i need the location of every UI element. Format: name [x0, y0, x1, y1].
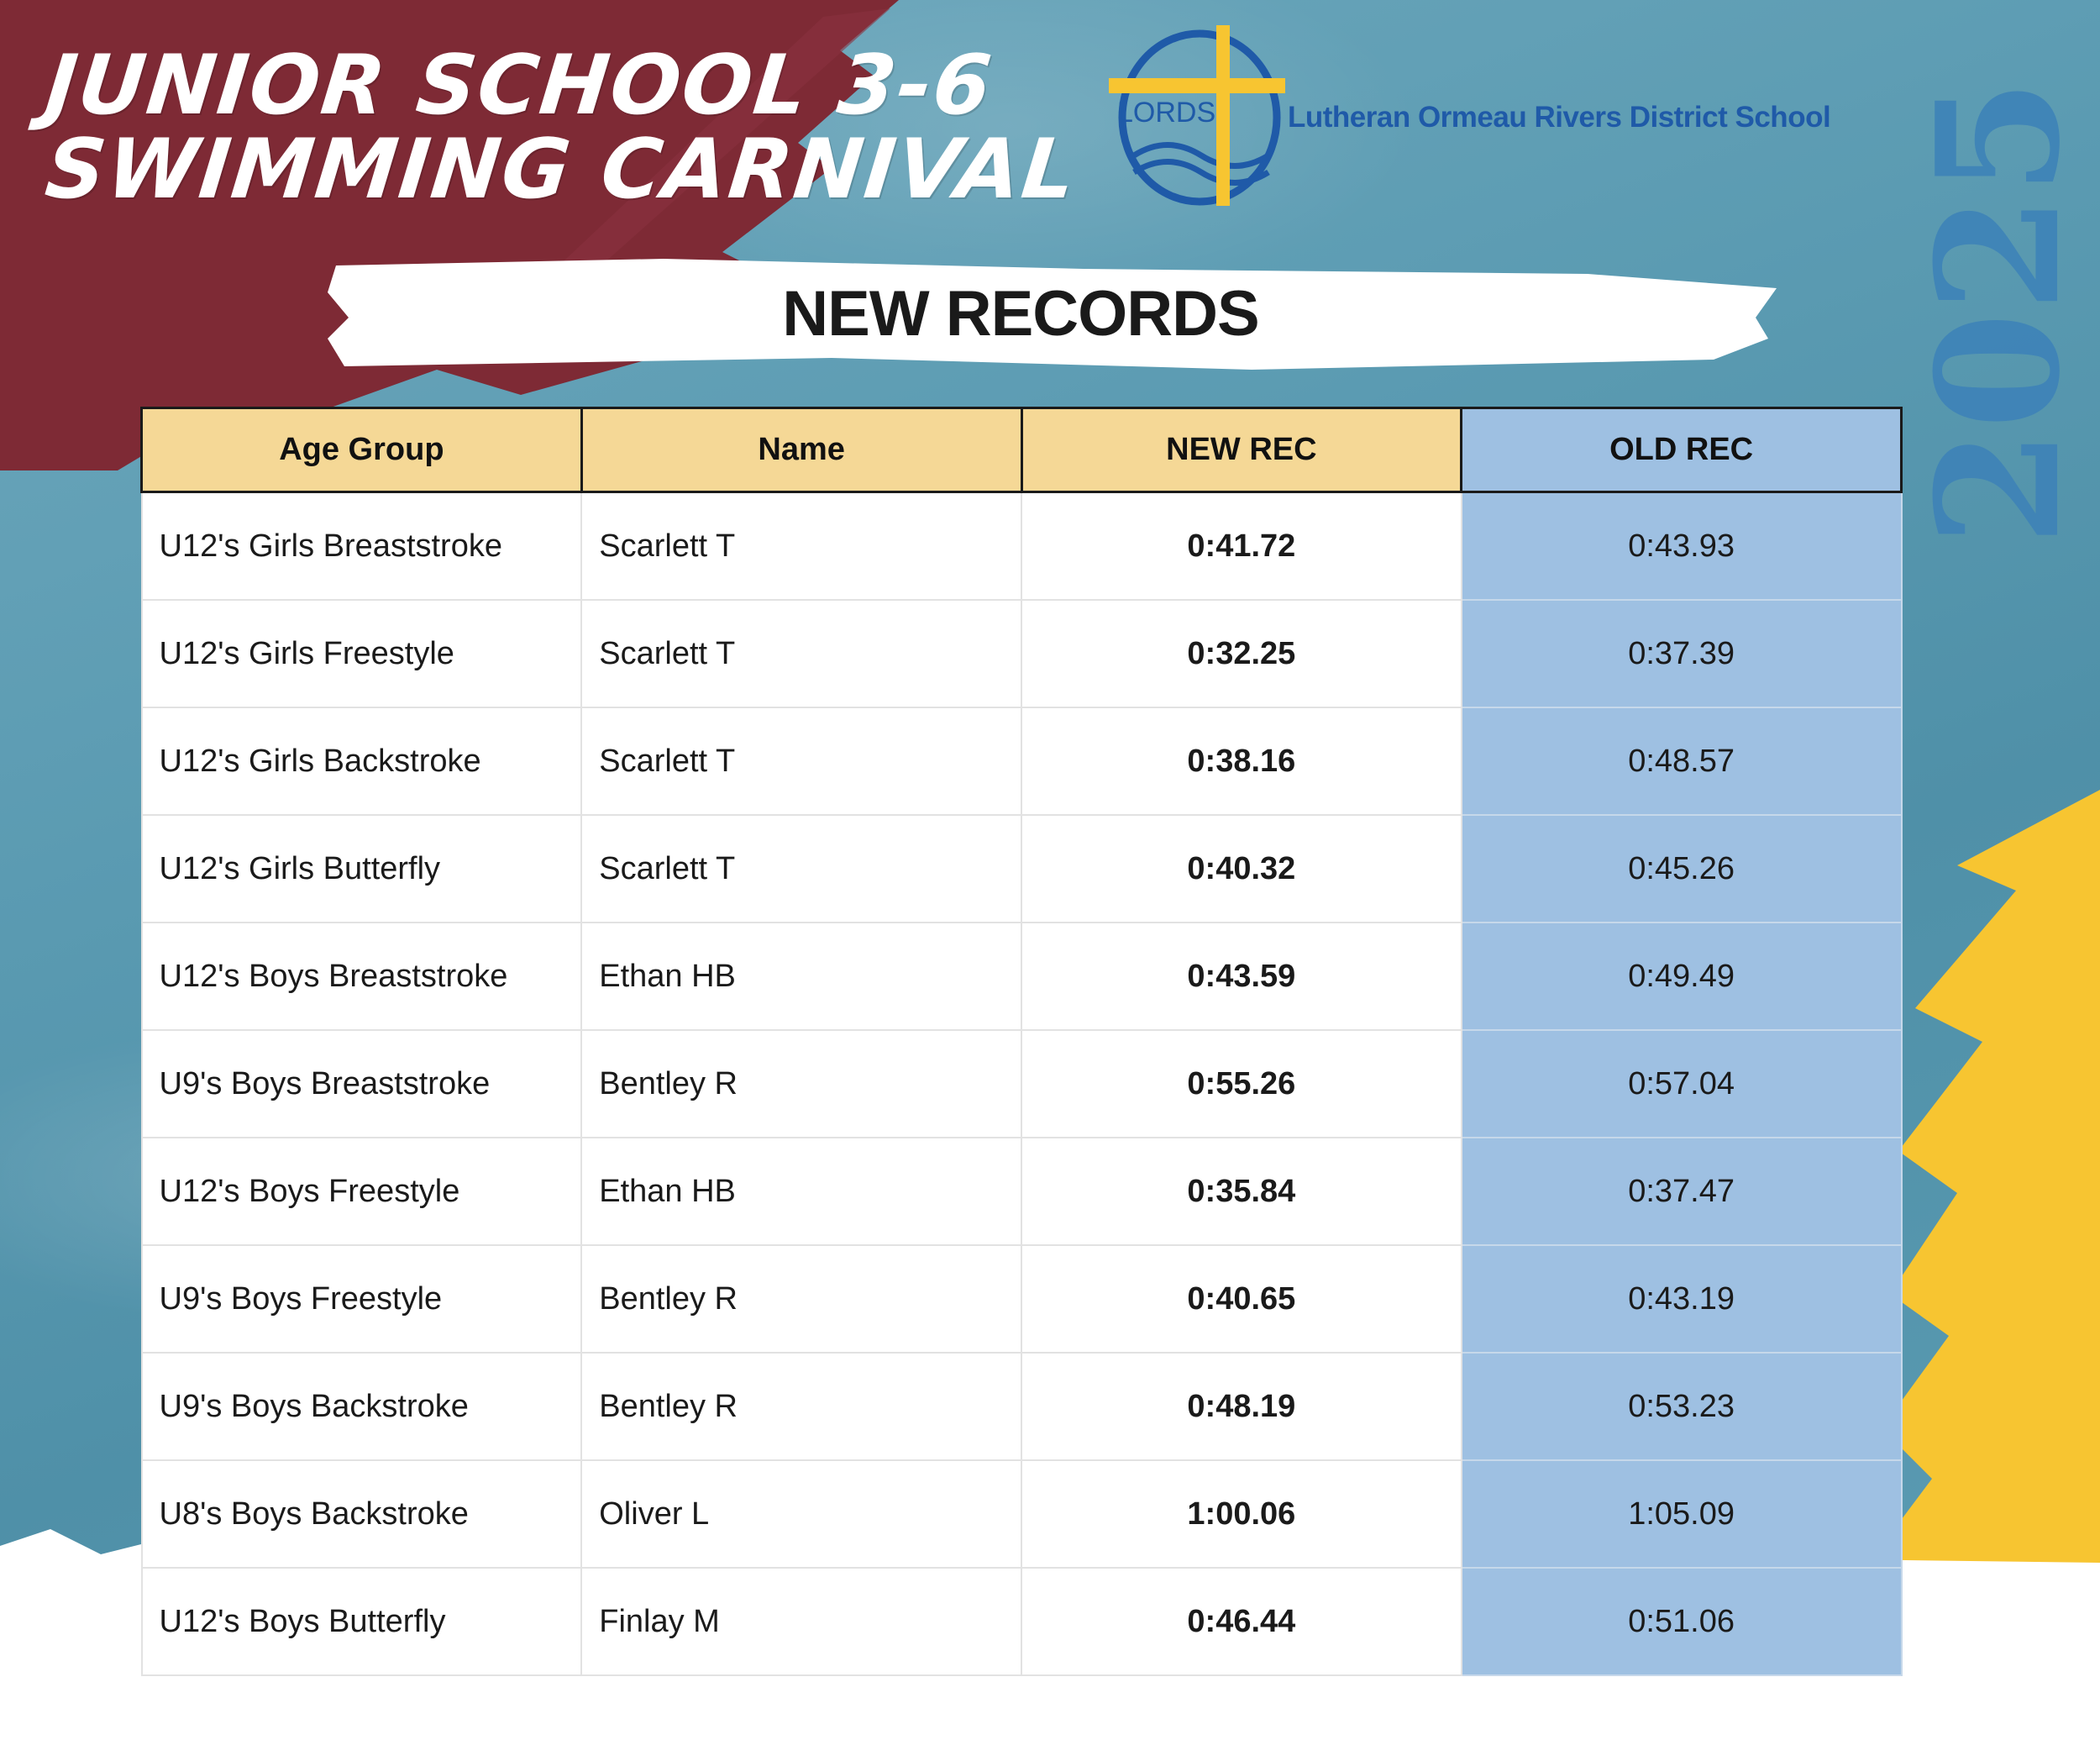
table-row: U12's Boys Breaststroke Ethan HB 0:43.59 0:…: [140, 922, 1903, 1031]
name-cell: Finlay M: [580, 1567, 1022, 1676]
age-group-cell: U12's Boys Freestyle: [140, 1137, 583, 1246]
new-record-cell: 0:46.44: [1021, 1567, 1462, 1676]
name-cell: Bentley R: [580, 1029, 1022, 1138]
column-header-name: Name: [580, 407, 1023, 493]
table-header-row: Age Group Name NEW REC OLD REC: [140, 407, 1903, 493]
table-row: U12's Girls Butterfly Scarlett T 0:40.32 0:…: [140, 814, 1903, 923]
new-record-cell: 0:48.19: [1021, 1352, 1462, 1461]
old-record-cell: 0:45.26: [1460, 814, 1903, 923]
name-cell: Bentley R: [580, 1352, 1022, 1461]
old-record-cell: 0:43.19: [1460, 1244, 1903, 1354]
new-record-cell: 0:40.32: [1021, 814, 1462, 923]
name-cell: Ethan HB: [580, 1137, 1022, 1246]
old-record-cell: 0:57.04: [1460, 1029, 1903, 1138]
name-cell: Bentley R: [580, 1244, 1022, 1354]
event-title-line1: JUNIOR SCHOOL 3-6: [41, 38, 998, 134]
event-title-line2: SWIMMING CARNIVAL: [41, 122, 1082, 218]
school-name: Lutheran Ormeau Rivers District School: [1288, 101, 1831, 134]
table-row: U9's Boys Freestyle Bentley R 0:40.65 0:43.…: [140, 1244, 1903, 1354]
table-row: U12's Boys Butterfly Finlay M 0:46.44 0:51.…: [140, 1567, 1903, 1676]
old-record-cell: 0:43.93: [1460, 491, 1903, 601]
name-cell: Scarlett T: [580, 599, 1022, 708]
age-group-cell: U8's Boys Backstroke: [140, 1459, 583, 1569]
banner-title: NEW RECORDS: [782, 278, 1259, 350]
age-group-cell: U12's Boys Butterfly: [140, 1567, 583, 1676]
column-header-old-rec: OLD REC: [1460, 407, 1903, 493]
new-record-cell: 0:32.25: [1021, 599, 1462, 708]
name-cell: Scarlett T: [580, 491, 1022, 601]
old-record-cell: 0:37.39: [1460, 599, 1903, 708]
age-group-cell: U12's Girls Breaststroke: [140, 491, 583, 601]
age-group-cell: U12's Girls Butterfly: [140, 814, 583, 923]
new-record-cell: 0:55.26: [1021, 1029, 1462, 1138]
age-group-cell: U9's Boys Freestyle: [140, 1244, 583, 1354]
old-record-cell: 0:53.23: [1460, 1352, 1903, 1461]
name-cell: Scarlett T: [580, 707, 1022, 816]
age-group-cell: U12's Girls Freestyle: [140, 599, 583, 708]
age-group-cell: U12's Boys Breaststroke: [140, 922, 583, 1031]
column-header-age-group: Age Group: [140, 407, 583, 493]
new-record-cell: 0:41.72: [1021, 491, 1462, 601]
name-cell: Oliver L: [580, 1459, 1022, 1569]
age-group-cell: U9's Boys Breaststroke: [140, 1029, 583, 1138]
column-header-new-rec: NEW REC: [1020, 407, 1463, 493]
table-row: U12's Girls Freestyle Scarlett T 0:32.25 0:…: [140, 599, 1903, 708]
age-group-cell: U12's Girls Backstroke: [140, 707, 583, 816]
old-record-cell: 0:51.06: [1460, 1567, 1903, 1676]
banner-brush: [328, 259, 1777, 370]
yellow-brush-decoration: [1882, 790, 2100, 1596]
old-record-cell: 0:48.57: [1460, 707, 1903, 816]
records-table: Age Group Name NEW REC OLD REC U12's Gir…: [140, 407, 1903, 1676]
table-row: U9's Boys Breaststroke Bentley R 0:55.26 0:…: [140, 1029, 1903, 1138]
old-record-cell: 1:05.09: [1460, 1459, 1903, 1569]
old-record-cell: 0:37.47: [1460, 1137, 1903, 1246]
maroon-brush-decoration: [0, 0, 899, 470]
table-row: U12's Boys Freestyle Ethan HB 0:35.84 0:37.…: [140, 1137, 1903, 1246]
age-group-cell: U9's Boys Backstroke: [140, 1352, 583, 1461]
school-logo: LORDS: [1109, 25, 1285, 206]
table-row: U8's Boys Backstroke Oliver L 1:00.06 1:05.…: [140, 1459, 1903, 1569]
new-record-cell: 1:00.06: [1021, 1459, 1462, 1569]
new-record-cell: 0:38.16: [1021, 707, 1462, 816]
table-row: U9's Boys Backstroke Bentley R 0:48.19 0:53…: [140, 1352, 1903, 1461]
table-row: U12's Girls Breaststroke Scarlett T 0:41.7…: [140, 491, 1903, 601]
svg-text:LORDS: LORDS: [1117, 97, 1215, 129]
new-record-cell: 0:40.65: [1021, 1244, 1462, 1354]
new-record-cell: 0:35.84: [1021, 1137, 1462, 1246]
name-cell: Ethan HB: [580, 922, 1022, 1031]
table-row: U12's Girls Backstroke Scarlett T 0:38.16 0…: [140, 707, 1903, 816]
new-record-cell: 0:43.59: [1021, 922, 1462, 1031]
old-record-cell: 0:49.49: [1460, 922, 1903, 1031]
name-cell: Scarlett T: [580, 814, 1022, 923]
year-label: 2025: [1900, 78, 2097, 546]
